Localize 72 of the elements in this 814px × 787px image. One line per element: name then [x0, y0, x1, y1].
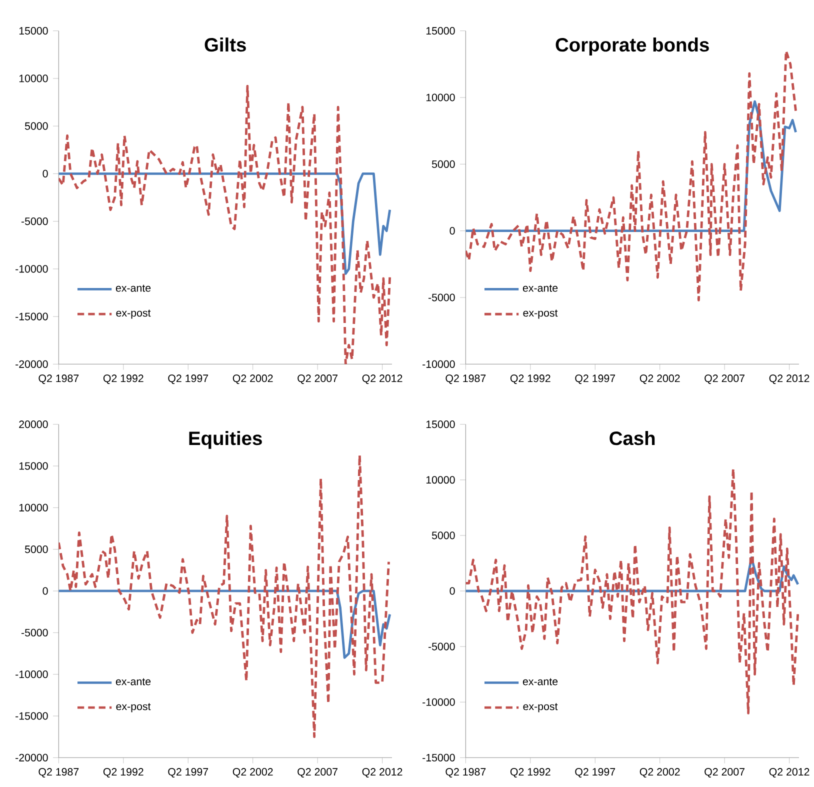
y-tick-label: 10000	[19, 74, 48, 82]
x-tick-label: Q2 2012	[769, 768, 810, 778]
y-tick-label: -10000	[422, 698, 455, 706]
line-series	[58, 590, 392, 659]
x-tick-label: Q2 1992	[510, 768, 550, 778]
y-tick-label: 5000	[432, 160, 455, 168]
x-tick-label: Q2 2007	[298, 374, 338, 384]
line-series	[466, 100, 797, 232]
x-tick-label: Q2 1997	[575, 768, 616, 778]
legend-label: ex-post	[523, 703, 558, 712]
y-tick-label: 5000	[432, 532, 455, 540]
y-tick-label: 15000	[19, 462, 48, 470]
y-tick-label: -20000	[16, 754, 48, 762]
chart-title: Equities	[189, 431, 262, 449]
x-tick-label: Q2 2007	[298, 768, 338, 778]
y-tick-label: 0	[450, 227, 455, 235]
legend-label: ex-ante	[522, 284, 558, 292]
x-tick-label: Q2 1997	[575, 374, 616, 384]
x-tick-label: Q2 1997	[168, 768, 208, 778]
y-tick-label: 20000	[19, 420, 48, 428]
y-tick-label: -15000	[16, 712, 48, 720]
y-tick-label: 15000	[426, 27, 455, 35]
y-tick-label: -10000	[422, 360, 455, 368]
y-tick-label: 10000	[19, 504, 48, 512]
y-tick-label: 15000	[426, 420, 455, 428]
x-tick-label: Q2 2007	[704, 374, 744, 384]
x-tick-label: Q2 1992	[103, 768, 144, 778]
x-tick-label: Q2 2002	[640, 374, 680, 384]
x-tick-label: Q2 1992	[103, 374, 144, 384]
legend-label: ex-ante	[522, 678, 558, 686]
line-series	[58, 454, 390, 738]
x-tick-label: Q2 1992	[510, 374, 550, 384]
y-tick-label: 5000	[24, 546, 48, 554]
line-series	[466, 468, 800, 714]
chart-title: Cash	[610, 431, 655, 446]
x-tick-label: Q2 1987	[38, 374, 79, 384]
y-tick-label: -10000	[16, 265, 48, 273]
y-tick-label: 5000	[24, 122, 48, 130]
legend-label: ex-ante	[116, 284, 151, 292]
x-tick-label: Q2 2012	[769, 374, 810, 384]
y-tick-label: 0	[42, 170, 48, 178]
x-tick-label: Q2 2002	[232, 768, 273, 778]
y-tick-label: 0	[42, 587, 48, 595]
legend-label: ex-ante	[116, 678, 151, 686]
y-tick-label: -15000	[422, 754, 455, 762]
x-tick-label: Q2 1987	[446, 768, 486, 778]
y-tick-label: -10000	[16, 670, 48, 678]
line-series	[58, 172, 392, 275]
x-tick-label: Q2 1987	[446, 374, 486, 384]
line-series	[466, 556, 800, 592]
y-tick-label: 15000	[19, 27, 48, 35]
y-tick-label: -20000	[16, 360, 48, 368]
x-tick-label: Q2 2002	[640, 768, 680, 778]
y-tick-label: -5000	[428, 294, 455, 302]
y-tick-label: 0	[450, 587, 455, 595]
x-tick-label: Q2 2002	[232, 374, 273, 384]
legend-label: ex-post	[523, 310, 558, 319]
x-tick-label: Q2 2012	[362, 374, 402, 384]
y-tick-label: 10000	[426, 476, 455, 484]
y-tick-label: -15000	[16, 312, 48, 320]
x-tick-label: Q2 2012	[362, 768, 402, 778]
x-tick-label: Q2 1987	[38, 768, 79, 778]
y-tick-label: -5000	[428, 642, 455, 650]
y-tick-label: 10000	[426, 94, 455, 102]
legend-label: ex-post	[116, 703, 151, 712]
chart-title: Gilts	[204, 38, 246, 52]
x-tick-label: Q2 2007	[704, 768, 744, 778]
chart-title: Corporate bonds	[556, 38, 709, 56]
legend-label: ex-post	[116, 310, 151, 319]
x-tick-label: Q2 1997	[168, 374, 208, 384]
y-tick-label: -5000	[21, 218, 48, 226]
y-tick-label: -5000	[21, 628, 48, 636]
